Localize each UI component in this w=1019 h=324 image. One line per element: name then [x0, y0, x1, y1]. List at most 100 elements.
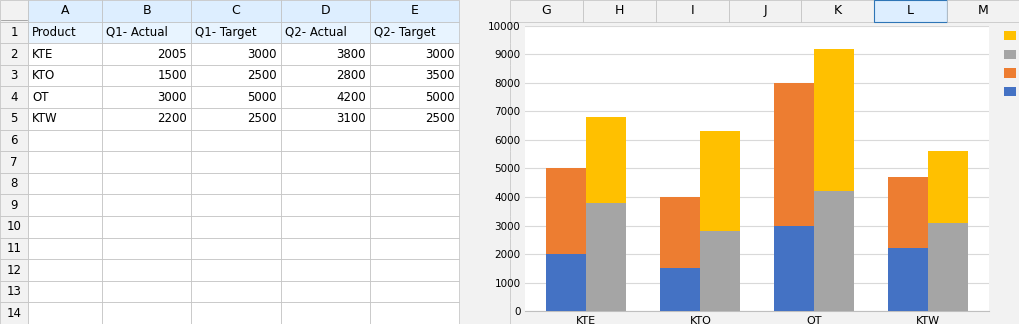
FancyBboxPatch shape: [29, 281, 102, 302]
FancyBboxPatch shape: [102, 22, 192, 43]
Text: 2005: 2005: [157, 48, 187, 61]
FancyBboxPatch shape: [370, 259, 459, 281]
FancyBboxPatch shape: [0, 0, 29, 22]
Text: A: A: [61, 4, 69, 17]
FancyBboxPatch shape: [280, 151, 370, 173]
Text: 2200: 2200: [157, 112, 187, 125]
FancyBboxPatch shape: [29, 237, 102, 259]
FancyBboxPatch shape: [370, 302, 459, 324]
FancyBboxPatch shape: [29, 216, 102, 237]
FancyBboxPatch shape: [192, 22, 280, 43]
Text: 2500: 2500: [425, 112, 454, 125]
FancyBboxPatch shape: [280, 65, 370, 87]
Text: Q1- Target: Q1- Target: [196, 26, 257, 39]
FancyBboxPatch shape: [280, 130, 370, 151]
Text: 1500: 1500: [157, 69, 187, 82]
FancyBboxPatch shape: [102, 130, 192, 151]
Text: 13: 13: [6, 285, 21, 298]
Text: 3000: 3000: [158, 91, 187, 104]
Text: 3000: 3000: [425, 48, 454, 61]
FancyBboxPatch shape: [29, 151, 102, 173]
FancyBboxPatch shape: [29, 87, 102, 108]
Text: J: J: [762, 4, 766, 17]
Text: 3000: 3000: [247, 48, 276, 61]
Bar: [888, 248, 927, 311]
FancyBboxPatch shape: [280, 237, 370, 259]
FancyBboxPatch shape: [280, 87, 370, 108]
Text: 3100: 3100: [335, 112, 366, 125]
Text: 2500: 2500: [247, 112, 276, 125]
FancyBboxPatch shape: [192, 194, 280, 216]
FancyBboxPatch shape: [102, 0, 192, 22]
FancyBboxPatch shape: [0, 108, 29, 130]
FancyBboxPatch shape: [192, 216, 280, 237]
Text: 6: 6: [10, 134, 17, 147]
Text: I: I: [690, 4, 693, 17]
FancyBboxPatch shape: [280, 22, 370, 43]
FancyBboxPatch shape: [192, 65, 280, 87]
FancyBboxPatch shape: [192, 0, 280, 22]
FancyBboxPatch shape: [370, 43, 459, 65]
Text: 3: 3: [10, 69, 17, 82]
FancyBboxPatch shape: [280, 281, 370, 302]
Bar: [700, 231, 740, 311]
Text: KTE: KTE: [33, 48, 53, 61]
Text: 9: 9: [10, 199, 17, 212]
FancyBboxPatch shape: [370, 0, 459, 22]
Bar: [888, 177, 927, 248]
Bar: [586, 117, 626, 203]
FancyBboxPatch shape: [29, 22, 102, 43]
Text: M: M: [977, 4, 988, 17]
FancyBboxPatch shape: [0, 151, 29, 173]
FancyBboxPatch shape: [29, 194, 102, 216]
FancyBboxPatch shape: [102, 108, 192, 130]
Text: 3500: 3500: [425, 69, 454, 82]
FancyBboxPatch shape: [370, 130, 459, 151]
FancyBboxPatch shape: [280, 216, 370, 237]
FancyBboxPatch shape: [873, 0, 947, 22]
Text: 4200: 4200: [335, 91, 366, 104]
FancyBboxPatch shape: [29, 173, 102, 194]
FancyBboxPatch shape: [370, 194, 459, 216]
Legend: Q2- Target, Q2- Actual, Q1- Target, Q1- Actual: Q2- Target, Q2- Actual, Q1- Target, Q1- …: [1003, 31, 1019, 97]
FancyBboxPatch shape: [370, 87, 459, 108]
FancyBboxPatch shape: [370, 281, 459, 302]
Text: B: B: [143, 4, 151, 17]
Text: 10: 10: [6, 220, 21, 233]
FancyBboxPatch shape: [29, 0, 102, 22]
Bar: [813, 49, 854, 191]
FancyBboxPatch shape: [370, 237, 459, 259]
Bar: [927, 223, 967, 311]
Text: 5000: 5000: [247, 91, 276, 104]
FancyBboxPatch shape: [102, 237, 192, 259]
FancyBboxPatch shape: [192, 108, 280, 130]
Text: C: C: [231, 4, 240, 17]
Text: 11: 11: [6, 242, 21, 255]
FancyBboxPatch shape: [102, 173, 192, 194]
FancyBboxPatch shape: [192, 302, 280, 324]
Text: 5: 5: [10, 112, 17, 125]
FancyBboxPatch shape: [0, 237, 29, 259]
FancyBboxPatch shape: [102, 87, 192, 108]
FancyBboxPatch shape: [370, 216, 459, 237]
Bar: [659, 197, 700, 268]
FancyBboxPatch shape: [102, 259, 192, 281]
FancyBboxPatch shape: [801, 0, 873, 22]
Text: 12: 12: [6, 263, 21, 276]
FancyBboxPatch shape: [947, 0, 1019, 22]
Text: D: D: [320, 4, 329, 17]
FancyBboxPatch shape: [192, 130, 280, 151]
FancyBboxPatch shape: [102, 65, 192, 87]
FancyBboxPatch shape: [370, 108, 459, 130]
FancyBboxPatch shape: [0, 87, 29, 108]
FancyBboxPatch shape: [102, 43, 192, 65]
FancyBboxPatch shape: [29, 43, 102, 65]
FancyBboxPatch shape: [192, 259, 280, 281]
Bar: [586, 203, 626, 311]
FancyBboxPatch shape: [0, 281, 29, 302]
FancyBboxPatch shape: [29, 302, 102, 324]
FancyBboxPatch shape: [728, 0, 801, 22]
Text: OT: OT: [33, 91, 49, 104]
FancyBboxPatch shape: [582, 0, 655, 22]
FancyBboxPatch shape: [192, 43, 280, 65]
